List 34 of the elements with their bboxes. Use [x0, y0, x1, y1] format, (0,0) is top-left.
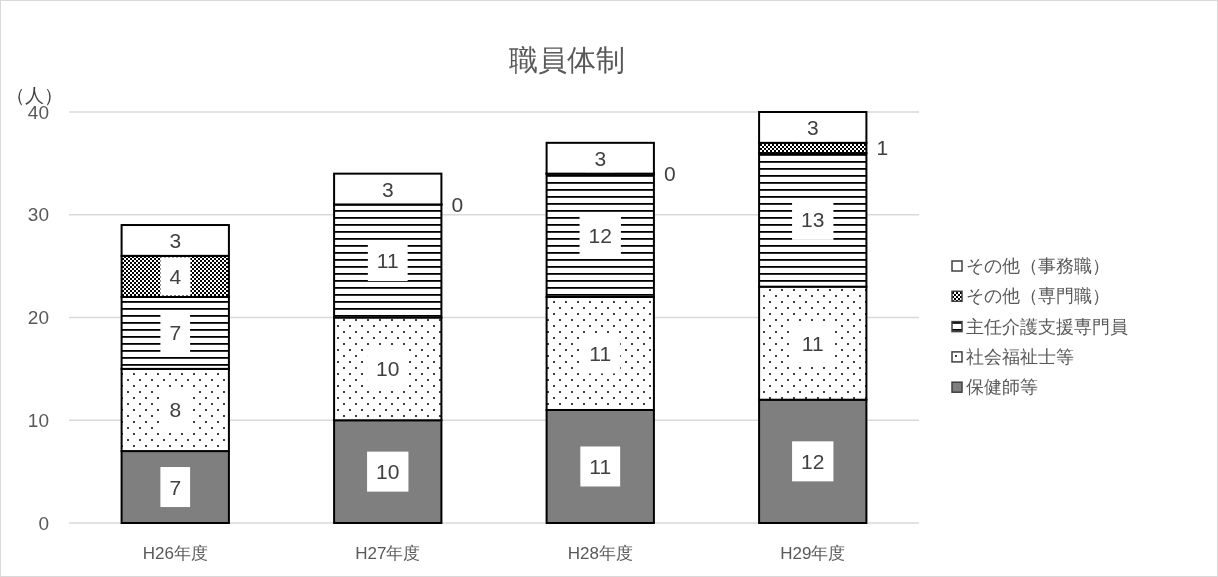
legend-label: その他（事務職） — [966, 256, 1110, 276]
legend-label: 主任介護支援専門員 — [966, 316, 1128, 337]
data-label: 13 — [801, 208, 825, 232]
data-label: 3 — [806, 115, 819, 139]
y-tick-label: 30 — [27, 204, 49, 226]
x-tick-label: H29年度 — [780, 543, 846, 563]
data-label: 0 — [663, 162, 676, 186]
data-label: 0 — [451, 192, 464, 216]
data-label: 11 — [376, 249, 399, 273]
data-label: 11 — [801, 331, 824, 355]
chart-title: 職員体制 — [509, 44, 625, 76]
data-label: 1 — [876, 136, 889, 160]
x-tick-label: H28年度 — [567, 543, 633, 563]
data-label: 11 — [589, 341, 612, 365]
x-tick-label: H26年度 — [142, 543, 208, 563]
data-label: 4 — [169, 264, 182, 288]
data-label: 8 — [169, 398, 182, 422]
legend-label: 保健師等 — [966, 377, 1038, 398]
data-label: 12 — [801, 449, 825, 473]
data-label: 3 — [381, 177, 394, 201]
data-label: 3 — [594, 146, 607, 170]
data-label: 12 — [588, 223, 612, 247]
data-label: 3 — [169, 228, 182, 252]
data-label: 10 — [376, 357, 400, 381]
data-label: 10 — [376, 460, 400, 484]
legend-label: その他（専門職） — [966, 286, 1110, 307]
y-tick-label: 10 — [27, 409, 49, 431]
y-tick-label: 20 — [27, 307, 49, 328]
data-label: 11 — [589, 454, 612, 478]
data-label: 7 — [169, 475, 182, 499]
legend-label: 社会福祉士等 — [966, 346, 1074, 367]
y-tick-label: 0 — [38, 512, 49, 534]
x-tick-label: H27年度 — [355, 543, 421, 563]
data-label: 7 — [169, 321, 182, 345]
